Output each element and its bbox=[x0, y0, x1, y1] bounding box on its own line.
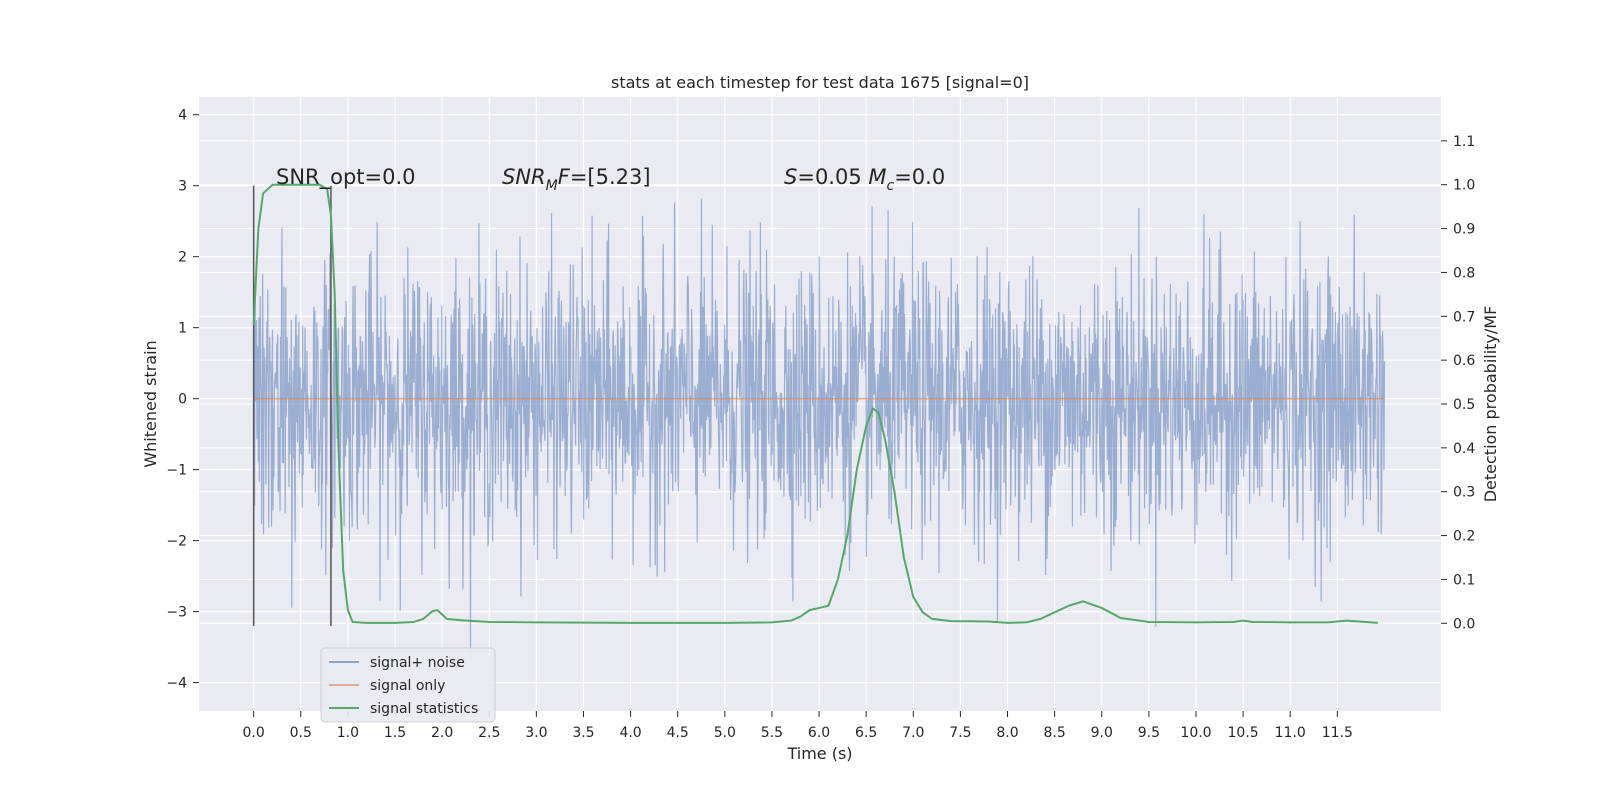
x-tick-label: 4.0 bbox=[619, 725, 641, 741]
y-left-tick-label: 3 bbox=[178, 179, 187, 195]
x-tick-label: 1.5 bbox=[384, 725, 406, 741]
x-tick-label: 10.5 bbox=[1228, 725, 1259, 741]
signal-noise-series bbox=[253, 198, 1386, 653]
y-left-tick-label: 0 bbox=[178, 392, 187, 408]
y-left-tick-label: −2 bbox=[166, 534, 187, 550]
x-tick-label: 6.5 bbox=[855, 725, 877, 741]
y-left-tick-label: 1 bbox=[178, 321, 187, 337]
x-tick-label: 3.5 bbox=[572, 725, 594, 741]
chart-title: stats at each timestep for test data 167… bbox=[611, 73, 1029, 92]
y-right-tick-label: 1.1 bbox=[1453, 134, 1475, 150]
x-tick-label: 6.0 bbox=[808, 725, 830, 741]
y-right-tick-label: 0.9 bbox=[1453, 222, 1475, 238]
x-tick-label: 3.0 bbox=[525, 725, 547, 741]
signal-statistics-series bbox=[252, 183, 1378, 624]
x-tick-label: 4.5 bbox=[667, 725, 689, 741]
y-left-tick-label: −1 bbox=[166, 463, 187, 479]
y-right-axis-label: Detection probability/MF bbox=[1481, 306, 1500, 503]
y-right-tick-label: 0.1 bbox=[1453, 572, 1475, 588]
signal-noise-line bbox=[253, 198, 1386, 653]
x-tick-label: 0.0 bbox=[243, 725, 265, 741]
y-left-tick-label: 2 bbox=[178, 250, 187, 266]
y-right-tick-label: 0.3 bbox=[1453, 485, 1475, 501]
x-tick-label: 8.0 bbox=[996, 725, 1018, 741]
vlines bbox=[252, 185, 332, 626]
x-tick-label: 2.5 bbox=[478, 725, 500, 741]
x-tick-label: 11.5 bbox=[1322, 725, 1353, 741]
x-tick-label: 0.5 bbox=[290, 725, 312, 741]
x-tick-label: 9.5 bbox=[1138, 725, 1160, 741]
x-tick-label: 8.5 bbox=[1044, 725, 1066, 741]
legend-label-signal-noise: signal+ noise bbox=[370, 655, 465, 671]
annotation-snr-opt: SNR_opt=0.0 bbox=[276, 165, 416, 190]
y-right-tick-label: 0.2 bbox=[1453, 529, 1475, 545]
y-right-tick-label: 0.8 bbox=[1453, 265, 1475, 281]
x-tick-label: 11.0 bbox=[1275, 725, 1306, 741]
y-left-axis-label: Whitened strain bbox=[141, 340, 160, 467]
x-tick-label: 7.5 bbox=[949, 725, 971, 741]
x-tick-label: 1.0 bbox=[337, 725, 359, 741]
y-left-axis-ticks: −4 −3 −2 −1 0 1 2 3 4 bbox=[166, 108, 199, 692]
x-tick-label: 10.0 bbox=[1180, 725, 1211, 741]
legend-label-signal-only: signal only bbox=[370, 678, 445, 694]
x-tick-label: 5.5 bbox=[761, 725, 783, 741]
x-tick-label: 5.0 bbox=[714, 725, 736, 741]
y-right-tick-label: 0.4 bbox=[1453, 441, 1475, 457]
legend-label-signal-statistics: signal statistics bbox=[370, 701, 478, 717]
x-tick-label: 7.0 bbox=[902, 725, 924, 741]
y-left-tick-label: −3 bbox=[166, 605, 187, 621]
y-right-tick-label: 1.0 bbox=[1453, 178, 1475, 194]
y-right-axis-ticks: 0.0 0.1 0.2 0.3 0.4 0.5 0.6 0.7 0.8 0.9 1.0 1.1 bbox=[1441, 134, 1475, 632]
y-right-tick-label: 0.7 bbox=[1453, 309, 1475, 325]
y-right-tick-label: 0.0 bbox=[1453, 616, 1475, 632]
y-right-tick-label: 0.5 bbox=[1453, 397, 1475, 413]
y-left-tick-label: −4 bbox=[166, 676, 187, 692]
x-axis-label: Time (s) bbox=[786, 744, 852, 763]
x-axis-ticks: 0.0 0.5 1.0 1.5 2.0 2.5 3.0 3.5 4.0 4.5 5.0 5.5 6.0 6… bbox=[243, 711, 1353, 741]
signal-statistics-line bbox=[252, 183, 1378, 624]
y-right-tick-label: 0.6 bbox=[1453, 353, 1475, 369]
y-left-tick-label: 4 bbox=[178, 108, 187, 124]
legend: signal+ noise signal only signal statist… bbox=[320, 647, 496, 723]
legend-box bbox=[320, 647, 496, 723]
x-tick-label: 2.0 bbox=[431, 725, 453, 741]
x-tick-label: 9.0 bbox=[1091, 725, 1113, 741]
